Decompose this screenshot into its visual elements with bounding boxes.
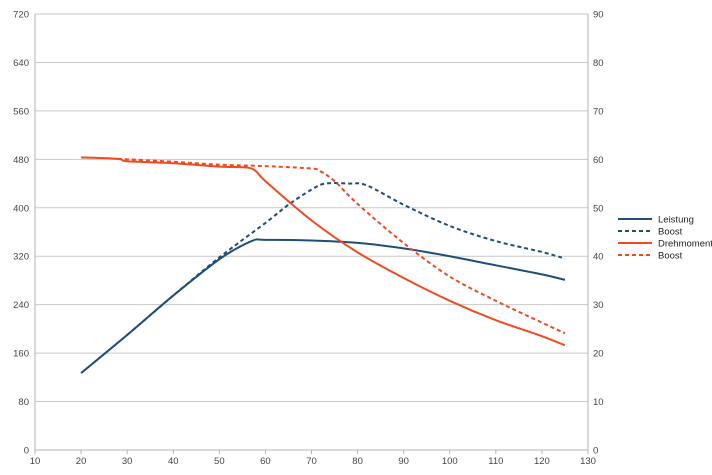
legend-leistung-label: Leistung — [658, 215, 694, 226]
series-drehmoment-line — [81, 156, 566, 347]
x-tick-label: 50 — [214, 456, 225, 467]
y-left-tick-label: 0 — [24, 446, 29, 457]
y-right-tick-label: 40 — [593, 252, 604, 263]
x-tick-label: 120 — [534, 456, 550, 467]
x-tick-label: 90 — [398, 456, 409, 467]
y-left-tick-label: 480 — [13, 155, 29, 166]
y-left-tick-label: 640 — [13, 58, 29, 69]
y-right-tick-label: 0 — [593, 446, 598, 457]
y-right-tick-label: 20 — [593, 349, 604, 360]
series-boost-torque-line — [117, 157, 566, 335]
x-tick-label: 40 — [168, 456, 179, 467]
x-tick-label: 130 — [580, 456, 596, 467]
y-right-tick-label: 10 — [593, 397, 604, 408]
legend-boost-power-label: Boost — [658, 227, 683, 238]
y-right-tick-label: 70 — [593, 106, 604, 117]
y-left-tick-label: 80 — [18, 397, 29, 408]
x-tick-label: 10 — [30, 456, 41, 467]
y-right-tick-label: 80 — [593, 58, 604, 69]
x-tick-label: 110 — [488, 456, 503, 467]
series-leistung-line — [80, 238, 566, 374]
y-left-tick-label: 160 — [13, 349, 29, 360]
y-left-tick-label: 560 — [13, 106, 29, 117]
x-tick-label: 70 — [306, 456, 317, 467]
y-left-tick-label: 400 — [13, 203, 29, 214]
legend-drehmoment-label: Drehmoment — [658, 239, 712, 250]
x-tick-label: 30 — [122, 456, 133, 467]
y-right-tick-label: 30 — [593, 300, 604, 311]
x-tick-label: 60 — [260, 456, 271, 467]
x-tick-label: 80 — [352, 456, 363, 467]
y-left-tick-label: 320 — [13, 252, 29, 263]
series-boost-power-line — [126, 182, 566, 336]
y-right-tick-label: 90 — [593, 10, 604, 21]
y-right-tick-label: 60 — [593, 155, 604, 166]
x-tick-label: 100 — [442, 456, 458, 467]
legend-boost-torque-label: Boost — [658, 251, 683, 262]
y-right-tick-label: 50 — [593, 203, 604, 214]
y-left-tick-label: 720 — [13, 10, 29, 21]
x-tick-label: 20 — [76, 456, 87, 467]
y-left-tick-label: 240 — [13, 300, 29, 311]
